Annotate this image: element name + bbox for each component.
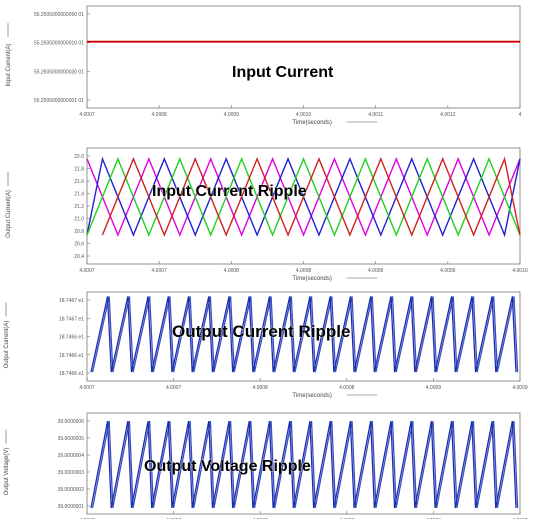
y-tick-label: 39.0000005: [58, 436, 85, 442]
y-tick-label: 18.7466 e1: [59, 353, 84, 359]
y-axis-label: Input Current(A): [6, 43, 12, 86]
series-line: [90, 296, 517, 373]
y-tick-label: 20.4: [74, 254, 84, 260]
chart-panel-3: 18.7467 e1 18.7467 e1 18.7466 e1 18.7466 e1…: [4, 291, 528, 399]
y-tick-label: 20.8: [74, 229, 84, 235]
x-axis-label: Time(seconds): [292, 393, 331, 399]
x-tick-label: 4.0007: [79, 268, 95, 274]
plot-annotation: Output Current Ripple: [172, 322, 350, 341]
chart-panel-4: 39.0000006 39.0000005 39.0000004 39.0000003…: [4, 412, 528, 519]
x-tick-label: 4.0008: [224, 268, 240, 274]
y-tick-label: 21.6: [74, 179, 84, 185]
x-tick-label: 4.0008: [253, 385, 269, 391]
plot-frame: [86, 5, 521, 109]
chart-panel-1: 55.2505000000050 01 55.2505000000010 01 55…: [6, 5, 522, 126]
x-axis-label: Time(seconds): [292, 276, 331, 282]
series-line: [86, 157, 521, 237]
x-tick-label: 4.0008: [152, 112, 168, 118]
y-tick-label: 18.7467 e1: [59, 316, 84, 322]
x-tick-label: 4.0009: [512, 385, 528, 391]
x-tick-label: 4.0008: [296, 268, 312, 274]
y-tick-label: 21.4: [74, 192, 84, 198]
plot-annotation: Input Current: [232, 64, 334, 81]
x-tick-label: 4.0012: [440, 112, 456, 118]
series-line: [91, 420, 519, 509]
plot-frame: [86, 147, 521, 265]
y-tick-label: 22.0: [74, 154, 84, 160]
y-tick-label: 18.7467 e1: [59, 298, 84, 304]
x-tick-label: 4.0007: [166, 385, 182, 391]
y-tick-label: 20.6: [74, 242, 84, 248]
x-tick-label: 4.0010: [296, 112, 312, 118]
y-tick-label: 18.7466 e1: [59, 335, 84, 341]
y-tick-label: 55.2505000000050 01: [34, 12, 84, 18]
x-tick-label: 4.0007: [79, 112, 95, 118]
y-tick-label: 39.0000002: [58, 487, 85, 493]
x-tick-label: 4.0007: [152, 268, 168, 274]
series-line: [86, 157, 521, 237]
x-tick-label: 4.0009: [440, 268, 456, 274]
y-axis-label: Output Current(A): [4, 321, 10, 369]
x-tick-label: 4.0009: [224, 112, 240, 118]
y-tick-label: 55.2505000000010 01: [34, 41, 84, 47]
y-tick-label: 21.8: [74, 167, 84, 173]
y-tick-label: 39.0000003: [58, 470, 85, 476]
plot-annotation: Input Current Ripple: [152, 183, 307, 200]
y-tick-label: 21.2: [74, 204, 84, 210]
y-tick-label: 18.7466 e1: [59, 371, 84, 377]
x-tick-label: 4.0009: [426, 385, 442, 391]
x-tick-label: 4: [519, 112, 522, 118]
series-line: [101, 156, 521, 237]
chart-panel-2: 22.0 21.8 21.6 21.4 21.2 21.0 20.8 20.6 20.4 4.00…: [6, 147, 528, 282]
x-tick-label: 4.0010: [512, 268, 528, 274]
y-tick-label: 55.2505000000030 01: [34, 69, 84, 75]
plot-annotation: Output Voltage Ripple: [144, 458, 311, 475]
x-tick-label: 4.0011: [368, 112, 383, 118]
y-axis-label: Output Current(A): [6, 190, 12, 238]
x-tick-label: 4.0007: [79, 385, 95, 391]
y-tick-label: 39.0000004: [58, 453, 85, 459]
x-axis-label: Time(seconds): [292, 120, 331, 126]
series-line: [91, 296, 519, 373]
y-tick-label: 39.0000006: [58, 419, 85, 425]
y-tick-label: 55.2505000000001 01: [34, 98, 84, 104]
x-tick-label: 4.0008: [339, 385, 355, 391]
x-tick-label: 4.0009: [368, 268, 384, 274]
y-axis-label: Output Voltage(V): [4, 448, 10, 496]
y-tick-label: 39.0000001: [58, 504, 85, 510]
y-tick-label: 21.0: [74, 217, 84, 223]
series-line: [90, 420, 517, 509]
